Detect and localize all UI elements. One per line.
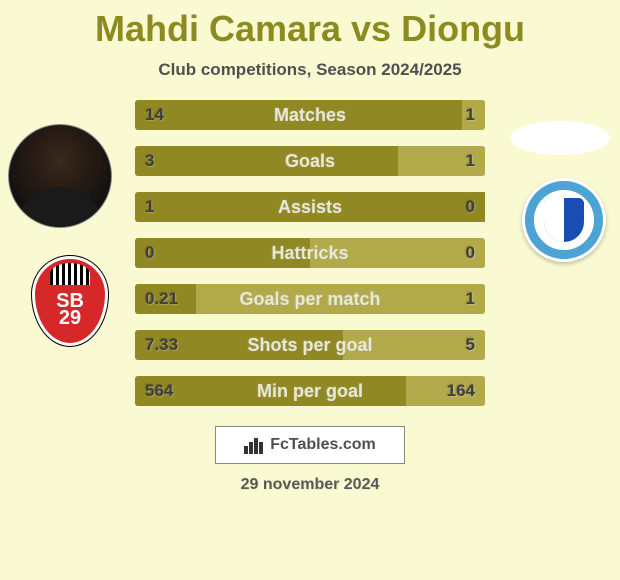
page-title: Mahdi Camara vs Diongu [0,8,620,50]
site-name: FcTables.com [270,436,376,454]
club-right-badge [522,178,606,262]
container: Mahdi Camara vs Diongu Club competitions… [0,0,620,580]
stat-row: 00Hattricks [135,238,485,268]
stat-row: 141Matches [135,100,485,130]
stat-row: 31Goals [135,146,485,176]
comparison-bars: 141Matches 31Goals 10Assists 00Hattricks 0.2… [135,100,485,406]
club-left-badge-text: SB 29 [56,293,84,327]
subtitle: Club competitions, Season 2024/2025 [0,60,620,80]
player-left-avatar [8,124,112,228]
club-left-badge: SB 29 [32,256,108,346]
club-right-badge-shield [544,198,584,242]
stat-row: 564164Min per goal [135,376,485,406]
stat-row: 7.335Shots per goal [135,330,485,360]
footer-date: 29 november 2024 [0,476,620,494]
stat-label: Matches [135,100,485,130]
site-badge[interactable]: FcTables.com [215,426,405,464]
stat-row: 0.211Goals per match [135,284,485,314]
stat-label: Hattricks [135,238,485,268]
stat-label: Min per goal [135,376,485,406]
chart-icon [244,436,266,454]
club-left-badge-stripe [50,263,90,285]
stat-row: 10Assists [135,192,485,222]
player-right-avatar [510,121,610,155]
stat-label: Goals [135,146,485,176]
stat-label: Shots per goal [135,330,485,360]
stat-label: Assists [135,192,485,222]
club-left-badge-line2: 29 [59,307,81,329]
stat-label: Goals per match [135,284,485,314]
